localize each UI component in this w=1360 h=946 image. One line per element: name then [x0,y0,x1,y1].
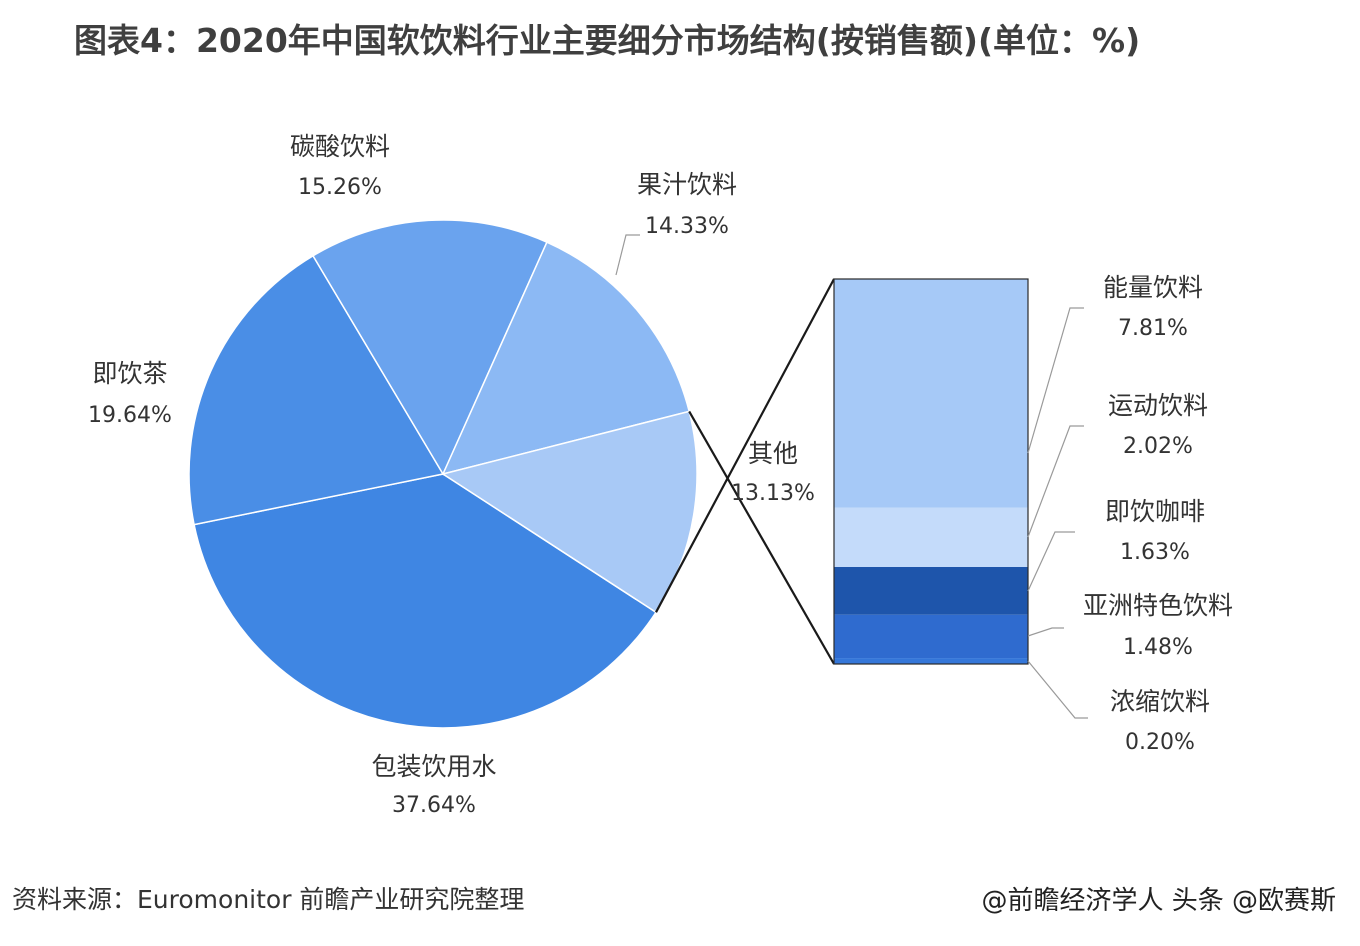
leader-line-1 [1027,425,1084,538]
source-note: 资料来源：Euromonitor 前瞻产业研究院整理 [12,885,525,914]
bar-outline [833,278,1029,665]
leader-line-4 [1027,660,1088,719]
leader-line-0 [1027,307,1084,454]
pie-slice-3 [441,241,691,476]
connector-line-top [655,278,835,613]
bar-segment-4 [834,658,1028,664]
pie-label-value-3: 14.33% [645,214,729,239]
pie [188,219,698,729]
bar-label-name-2: 即饮咖啡 [1105,497,1205,526]
pie-label-name-0: 包装饮用水 [371,752,496,781]
bar-label-value-2: 1.63% [1120,540,1190,565]
bar-label-name-4: 浓缩饮料 [1110,687,1210,716]
pie-label-name-3: 果汁饮料 [637,170,737,199]
leader-line-2 [1027,531,1075,592]
pie-label-value-0: 37.64% [392,793,476,818]
bar-segment-1 [834,507,1028,567]
bar-label-name-0: 能量饮料 [1103,273,1203,302]
connector-line-bottom [688,410,835,665]
bar-label-value-0: 7.81% [1118,316,1188,341]
pie-label-value-4: 13.13% [731,481,815,506]
labels: 包装饮用水 37.64% 即饮茶 19.64% 碳酸饮料 15.26% 果汁饮料 14.33%… [88,132,1233,818]
bar-segment-0 [834,279,1028,508]
bar-segment-2 [834,567,1028,615]
pie-label-name-1: 即饮茶 [92,359,167,388]
pie-slice-2 [311,219,548,476]
bar-label-name-3: 亚洲特色饮料 [1083,591,1233,620]
leader-line-3 [1027,627,1064,637]
chart-title: 图表4：2020年中国软饮料行业主要细分市场结构(按销售额)(单位：%) [74,21,1141,60]
bar-label-name-1: 运动饮料 [1108,391,1208,420]
pie-label-name-4: 其他 [748,439,798,468]
pie-slice-1 [188,254,445,526]
watermark-credit: @前瞻经济学人 头条 @欧赛斯 [981,886,1336,916]
bar-label-value-4: 0.20% [1125,730,1195,755]
connector-lines [655,278,835,665]
pie-label-name-2: 碳酸饮料 [290,132,390,161]
bar-label-value-1: 2.02% [1123,434,1193,459]
pie-label-value-2: 15.26% [298,175,382,200]
bar-segment-3 [834,614,1028,659]
leader-line-juice [615,234,640,276]
bar-label-value-3: 1.48% [1123,635,1193,660]
pie-label-value-1: 19.64% [88,403,172,428]
breakdown-bar [833,278,1029,665]
